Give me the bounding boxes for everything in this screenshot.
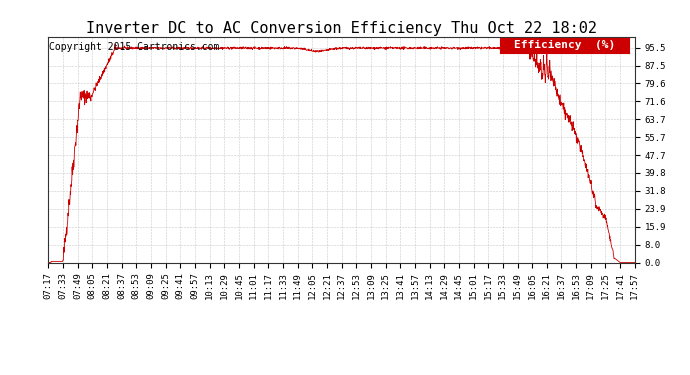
Text: Copyright 2015 Cartronics.com: Copyright 2015 Cartronics.com [50, 42, 220, 52]
Title: Inverter DC to AC Conversion Efficiency Thu Oct 22 18:02: Inverter DC to AC Conversion Efficiency … [86, 21, 597, 36]
